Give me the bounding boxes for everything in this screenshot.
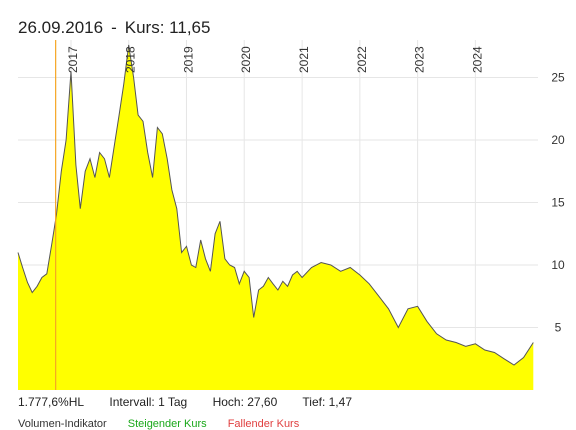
price-line	[17, 44, 534, 366]
price-label: Kurs: 11,65	[124, 18, 211, 37]
interval-label: Intervall: 1 Tag	[109, 395, 188, 409]
x-tick-label-2019: 2019	[181, 46, 195, 73]
x-tick-label-2022: 2022	[355, 46, 369, 73]
x-tick-label-2021: 2021	[297, 46, 311, 73]
low-label: Tief: 1,47	[302, 395, 352, 409]
y-tick-label-20: 20	[551, 133, 565, 147]
y-axis-labels: 5 10 15 20 25	[551, 71, 565, 335]
chart-legend: Volumen-Indikator Steigender Kurs Fallen…	[18, 418, 317, 430]
performance-label: 1.777,6%HL	[18, 395, 85, 409]
high-label: Hoch: 27,60	[212, 395, 278, 409]
x-tick-label-2024: 2024	[470, 46, 484, 73]
x-tick-label-2018: 2018	[124, 46, 138, 73]
y-tick-label-10: 10	[551, 258, 565, 272]
date-label: 26.09.2016	[18, 18, 104, 37]
chart-header: 26.09.2016- Kurs: 11,65	[18, 18, 210, 38]
legend-volume[interactable]: Volumen-Indikator	[18, 418, 107, 430]
legend-falling[interactable]: Fallender Kurs	[227, 418, 300, 430]
y-tick-label-25: 25	[551, 71, 565, 85]
price-area	[18, 45, 534, 390]
y-tick-label-15: 15	[551, 196, 565, 210]
x-tick-label-2023: 2023	[413, 46, 427, 73]
x-tick-label-2017: 2017	[66, 46, 80, 73]
header-separator: -	[111, 18, 117, 37]
y-tick-label-5: 5	[555, 321, 562, 335]
x-tick-label-2020: 2020	[239, 46, 253, 73]
chart-footer: 1.777,6%HL Intervall: 1 Tag Hoch: 27,60 …	[18, 395, 374, 409]
x-axis-labels: 2017 2018 2019 2020 2021 2022 2023 2024	[66, 46, 484, 73]
legend-rising[interactable]: Steigender Kurs	[127, 418, 207, 430]
